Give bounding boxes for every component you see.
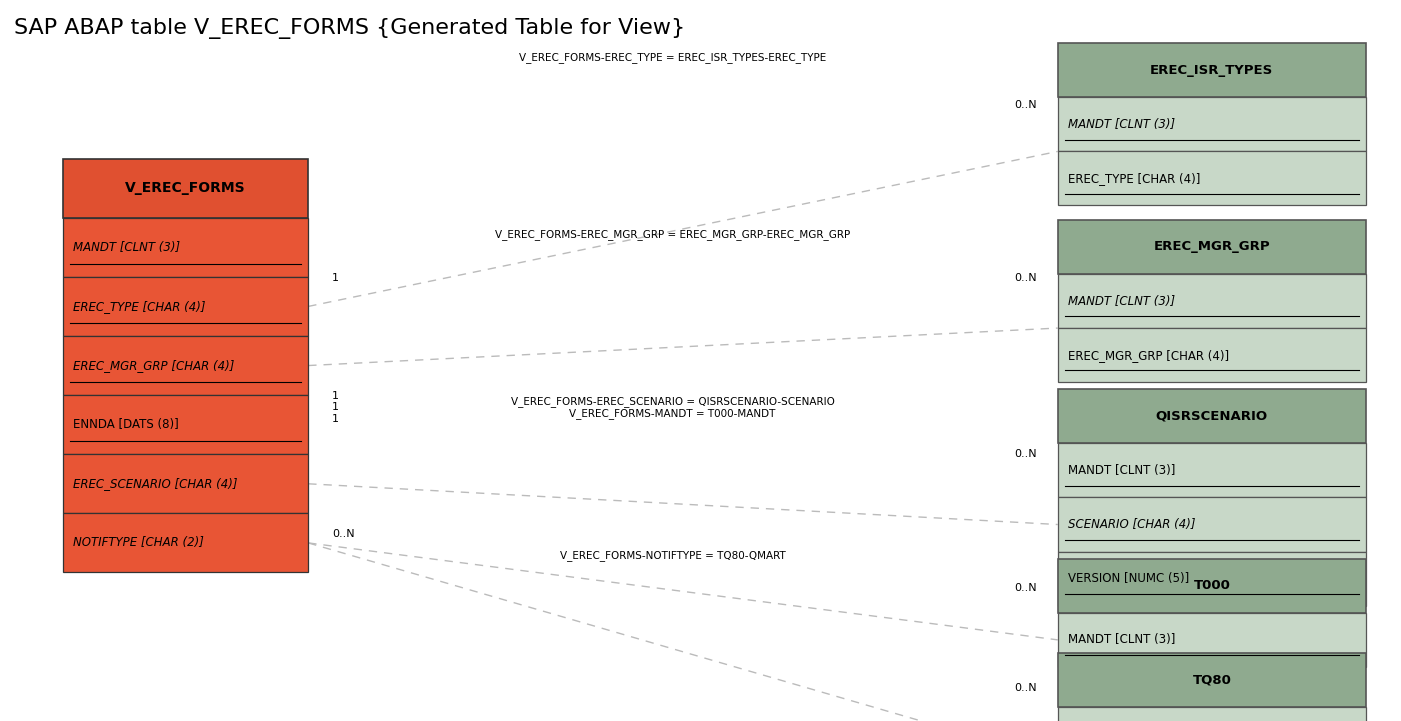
Text: 1
1
1: 1 1 1 xyxy=(332,391,339,424)
Text: EREC_TYPE [CHAR (4)]: EREC_TYPE [CHAR (4)] xyxy=(73,300,206,313)
FancyBboxPatch shape xyxy=(1058,559,1366,613)
FancyBboxPatch shape xyxy=(1058,613,1366,667)
FancyBboxPatch shape xyxy=(1058,389,1366,443)
Text: MANDT [CLNT (3)]: MANDT [CLNT (3)] xyxy=(1068,118,1174,131)
Text: V_EREC_FORMS-EREC_MGR_GRP = EREC_MGR_GRP-EREC_MGR_GRP: V_EREC_FORMS-EREC_MGR_GRP = EREC_MGR_GRP… xyxy=(495,229,850,240)
Text: NOTIFTYPE [CHAR (2)]: NOTIFTYPE [CHAR (2)] xyxy=(73,536,203,549)
FancyBboxPatch shape xyxy=(1058,707,1366,721)
Text: SCENARIO [CHAR (4)]: SCENARIO [CHAR (4)] xyxy=(1068,518,1195,531)
FancyBboxPatch shape xyxy=(63,454,308,513)
Text: EREC_TYPE [CHAR (4)]: EREC_TYPE [CHAR (4)] xyxy=(1068,172,1199,185)
Text: TQ80: TQ80 xyxy=(1192,673,1231,686)
Text: MANDT [CLNT (3)]: MANDT [CLNT (3)] xyxy=(1068,294,1174,308)
FancyBboxPatch shape xyxy=(63,395,308,454)
Text: V_EREC_FORMS: V_EREC_FORMS xyxy=(125,181,247,195)
Text: EREC_MGR_GRP [CHAR (4)]: EREC_MGR_GRP [CHAR (4)] xyxy=(1068,348,1229,362)
Text: 0..N: 0..N xyxy=(1014,99,1037,110)
FancyBboxPatch shape xyxy=(1058,274,1366,328)
FancyBboxPatch shape xyxy=(1058,328,1366,382)
FancyBboxPatch shape xyxy=(63,277,308,336)
FancyBboxPatch shape xyxy=(1058,653,1366,707)
Text: ENNDA [DATS (8)]: ENNDA [DATS (8)] xyxy=(73,418,178,431)
Text: MANDT [CLNT (3)]: MANDT [CLNT (3)] xyxy=(73,241,179,254)
Text: EREC_SCENARIO [CHAR (4)]: EREC_SCENARIO [CHAR (4)] xyxy=(73,477,237,490)
Text: 0..N: 0..N xyxy=(1014,449,1037,459)
Text: MANDT [CLNT (3)]: MANDT [CLNT (3)] xyxy=(1068,633,1175,647)
FancyBboxPatch shape xyxy=(63,336,308,395)
FancyBboxPatch shape xyxy=(1058,97,1366,151)
FancyBboxPatch shape xyxy=(1058,220,1366,274)
FancyBboxPatch shape xyxy=(63,218,308,277)
Text: SAP ABAP table V_EREC_FORMS {Generated Table for View}: SAP ABAP table V_EREC_FORMS {Generated T… xyxy=(14,18,685,39)
Text: T000: T000 xyxy=(1194,579,1230,593)
Text: EREC_MGR_GRP [CHAR (4)]: EREC_MGR_GRP [CHAR (4)] xyxy=(73,359,234,372)
Text: 0..N: 0..N xyxy=(1014,273,1037,283)
Text: EREC_ISR_TYPES: EREC_ISR_TYPES xyxy=(1150,63,1274,77)
FancyBboxPatch shape xyxy=(63,513,308,572)
Text: VERSION [NUMC (5)]: VERSION [NUMC (5)] xyxy=(1068,572,1189,585)
FancyBboxPatch shape xyxy=(1058,151,1366,205)
Text: V_EREC_FORMS-NOTIFTYPE = TQ80-QMART: V_EREC_FORMS-NOTIFTYPE = TQ80-QMART xyxy=(559,549,786,561)
Text: 0..N: 0..N xyxy=(1014,683,1037,693)
Text: 0..N: 0..N xyxy=(332,528,354,539)
Text: V_EREC_FORMS-EREC_TYPE = EREC_ISR_TYPES-EREC_TYPE: V_EREC_FORMS-EREC_TYPE = EREC_ISR_TYPES-… xyxy=(518,52,827,63)
FancyBboxPatch shape xyxy=(1058,552,1366,606)
Text: MANDT [CLNT (3)]: MANDT [CLNT (3)] xyxy=(1068,464,1175,477)
Text: EREC_MGR_GRP: EREC_MGR_GRP xyxy=(1153,240,1271,254)
FancyBboxPatch shape xyxy=(1058,497,1366,552)
FancyBboxPatch shape xyxy=(1058,43,1366,97)
FancyBboxPatch shape xyxy=(1058,443,1366,497)
Text: QISRSCENARIO: QISRSCENARIO xyxy=(1156,410,1268,423)
Text: V_EREC_FORMS-EREC_SCENARIO = QISRSCENARIO-SCENARIO
V_EREC_FORMS-MANDT = T000-MAN: V_EREC_FORMS-EREC_SCENARIO = QISRSCENARI… xyxy=(510,396,835,419)
FancyBboxPatch shape xyxy=(63,159,308,218)
Text: 1: 1 xyxy=(332,273,339,283)
Text: 0..N: 0..N xyxy=(1014,583,1037,593)
